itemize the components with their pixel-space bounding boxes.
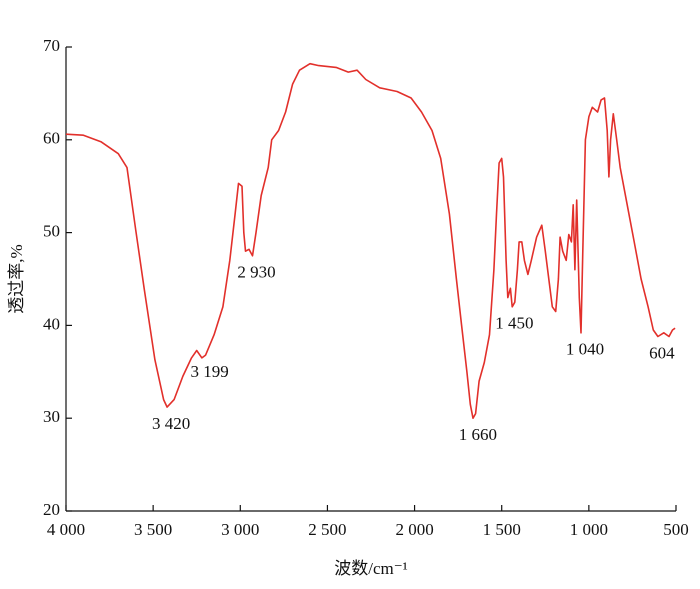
- x-tick-label: 4 000: [47, 520, 85, 539]
- x-tick-label: 2 500: [308, 520, 346, 539]
- y-tick-label: 50: [43, 222, 60, 241]
- y-tick-label: 70: [43, 36, 60, 55]
- x-tick-label: 3 000: [221, 520, 259, 539]
- y-tick-label: 60: [43, 129, 60, 148]
- peak-label: 3 420: [152, 414, 190, 433]
- x-tick-label: 3 500: [134, 520, 172, 539]
- x-tick-label: 1 000: [570, 520, 608, 539]
- x-axis-label: 波数/cm⁻¹: [334, 559, 408, 578]
- x-tick-label: 500: [663, 520, 689, 539]
- peak-label: 3 199: [190, 362, 228, 381]
- peak-label: 604: [649, 343, 675, 362]
- y-tick-label: 40: [43, 314, 60, 333]
- peak-label: 1 450: [495, 314, 533, 333]
- x-tick-label: 2 000: [395, 520, 433, 539]
- y-tick-label: 20: [43, 500, 60, 519]
- x-tick-label: 1 500: [483, 520, 521, 539]
- y-tick-label: 30: [43, 407, 60, 426]
- peak-label: 2 930: [237, 263, 275, 282]
- spectrum-line: [65, 62, 676, 419]
- peak-label: 1 660: [459, 425, 497, 444]
- y-axis-label: 透过率,%: [7, 244, 26, 313]
- peak-label: 1 040: [566, 340, 604, 359]
